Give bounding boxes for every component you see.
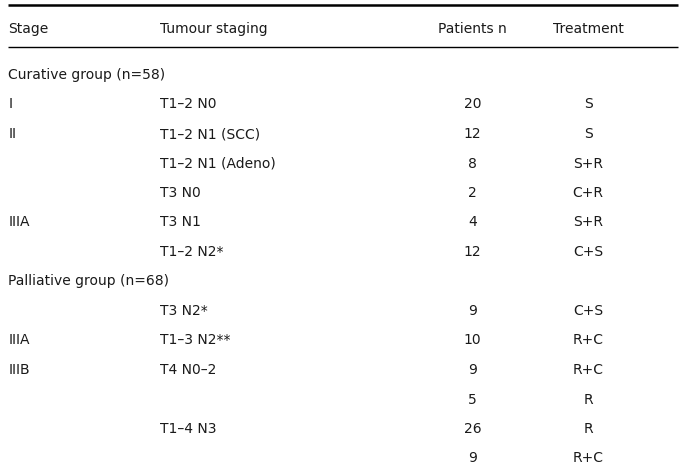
Text: 4: 4 (469, 216, 477, 229)
Text: Curative group (n=58): Curative group (n=58) (8, 68, 165, 82)
Text: 9: 9 (468, 452, 477, 465)
Text: S+R: S+R (573, 216, 603, 229)
Text: C+S: C+S (573, 245, 603, 259)
Text: IIIB: IIIB (8, 363, 30, 377)
Text: S: S (584, 127, 592, 141)
Text: IIIA: IIIA (8, 216, 30, 229)
Text: R+C: R+C (573, 452, 604, 465)
Text: C+R: C+R (573, 186, 604, 200)
Text: T4 N0–2: T4 N0–2 (160, 363, 216, 377)
Text: R: R (583, 422, 593, 436)
Text: 10: 10 (464, 333, 481, 348)
Text: T1–4 N3: T1–4 N3 (160, 422, 216, 436)
Text: 5: 5 (469, 392, 477, 406)
Text: T3 N2*: T3 N2* (160, 304, 207, 318)
Text: S: S (584, 97, 592, 112)
Text: R: R (583, 392, 593, 406)
Text: 26: 26 (464, 422, 481, 436)
Text: 20: 20 (464, 97, 481, 112)
Text: T1–2 N2*: T1–2 N2* (160, 245, 223, 259)
Text: Palliative group (n=68): Palliative group (n=68) (8, 275, 169, 289)
Text: Treatment: Treatment (553, 22, 624, 36)
Text: T1–2 N1 (Adeno): T1–2 N1 (Adeno) (160, 156, 275, 171)
Text: 9: 9 (468, 363, 477, 377)
Text: R+C: R+C (573, 363, 604, 377)
Text: Stage: Stage (8, 22, 48, 36)
Text: Tumour staging: Tumour staging (160, 22, 267, 36)
Text: T1–2 N0: T1–2 N0 (160, 97, 216, 112)
Text: Patients n: Patients n (438, 22, 507, 36)
Text: C+S: C+S (573, 304, 603, 318)
Text: II: II (8, 127, 16, 141)
Text: I: I (8, 97, 12, 112)
Text: IIIA: IIIA (8, 333, 30, 348)
Text: S+R: S+R (573, 156, 603, 171)
Text: T1–3 N2**: T1–3 N2** (160, 333, 231, 348)
Text: R+C: R+C (573, 333, 604, 348)
Text: T3 N1: T3 N1 (160, 216, 201, 229)
Text: T1–2 N1 (SCC): T1–2 N1 (SCC) (160, 127, 260, 141)
Text: 8: 8 (468, 156, 477, 171)
Text: 2: 2 (469, 186, 477, 200)
Text: 12: 12 (464, 127, 481, 141)
Text: 9: 9 (468, 304, 477, 318)
Text: T3 N0: T3 N0 (160, 186, 201, 200)
Text: 12: 12 (464, 245, 481, 259)
